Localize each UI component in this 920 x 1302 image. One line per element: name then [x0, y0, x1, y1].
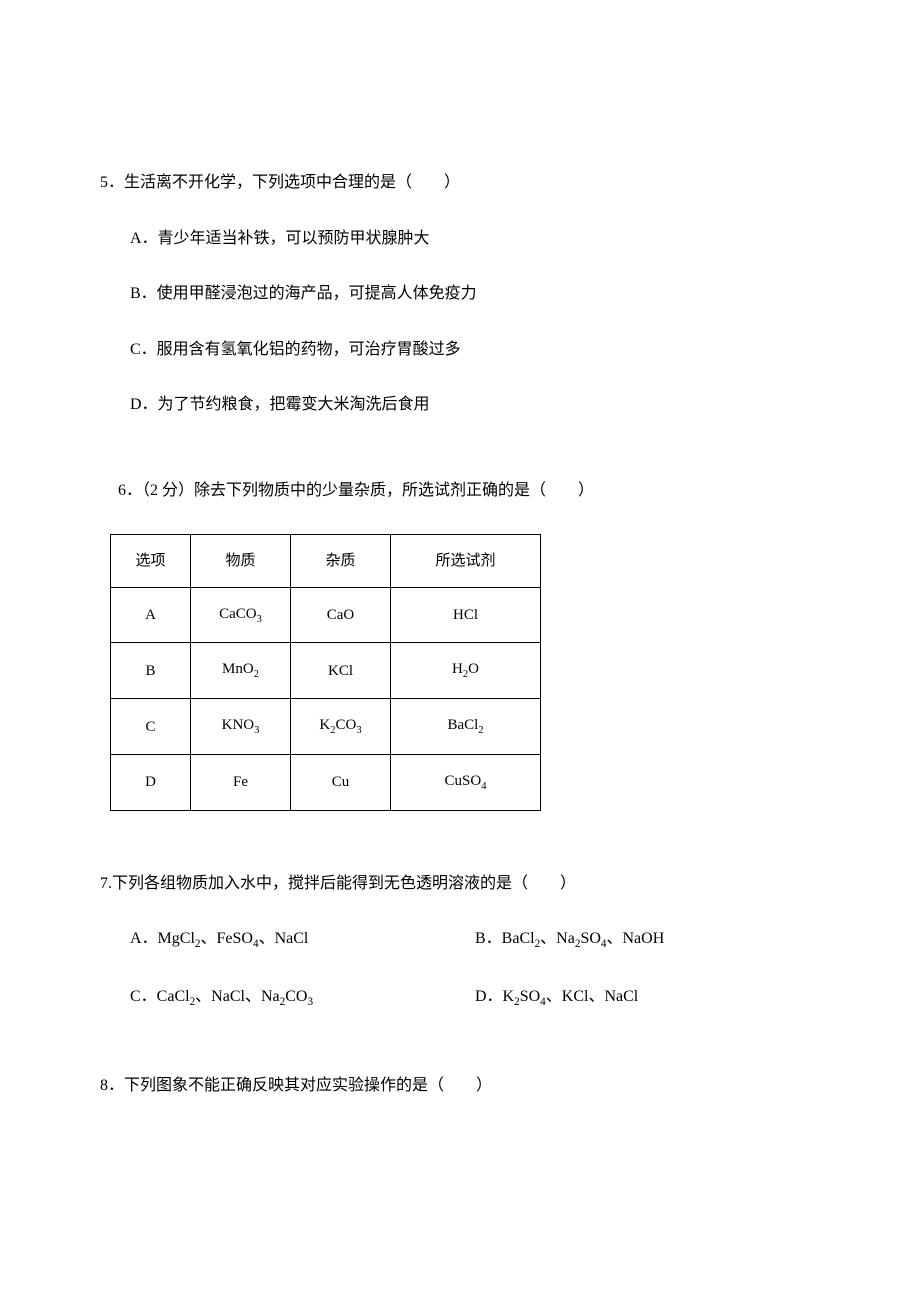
question-5-option-a: A．青少年适当补铁，可以预防甲状腺肿大	[130, 226, 820, 252]
table-cell-impurity: K2CO3	[291, 699, 391, 755]
question-5-stem: 5．生活离不开化学，下列选项中合理的是（ ）	[100, 170, 820, 196]
table-header-option: 选项	[111, 534, 191, 587]
question-7-option-d: D．K2SO4、KCl、NaCl	[475, 984, 820, 1012]
question-6-table: 选项 物质 杂质 所选试剂 A CaCO3 CaO HCl B MnO2 KCl…	[110, 534, 541, 811]
table-cell-reagent: CuSO4	[391, 754, 541, 810]
question-7-option-b: B．BaCl2、Na2SO4、NaOH	[475, 926, 820, 954]
question-5-option-b: B．使用甲醛浸泡过的海产品，可提高人体免疫力	[130, 281, 820, 307]
question-5: 5．生活离不开化学，下列选项中合理的是（ ） A．青少年适当补铁，可以预防甲状腺…	[100, 170, 820, 418]
question-7-option-c: C．CaCl2、NaCl、Na2CO3	[130, 984, 475, 1012]
table-cell-reagent: HCl	[391, 587, 541, 643]
question-7-stem: 7.下列各组物质加入水中，搅拌后能得到无色透明溶液的是（ ）	[100, 871, 820, 897]
table-row: C KNO3 K2CO3 BaCl2	[111, 699, 541, 755]
table-cell-option: C	[111, 699, 191, 755]
question-6: 6．（2 分）除去下列物质中的少量杂质，所选试剂正确的是（ ） 选项 物质 杂质…	[100, 478, 820, 811]
table-header-reagent: 所选试剂	[391, 534, 541, 587]
table-cell-reagent: BaCl2	[391, 699, 541, 755]
question-7: 7.下列各组物质加入水中，搅拌后能得到无色透明溶液的是（ ） A．MgCl2、F…	[100, 871, 820, 1013]
table-header-row: 选项 物质 杂质 所选试剂	[111, 534, 541, 587]
table-cell-impurity: CaO	[291, 587, 391, 643]
question-7-options-row-2: C．CaCl2、NaCl、Na2CO3 D．K2SO4、KCl、NaCl	[130, 984, 820, 1012]
table-row: B MnO2 KCl H2O	[111, 643, 541, 699]
table-cell-substance: KNO3	[191, 699, 291, 755]
table-cell-substance: Fe	[191, 754, 291, 810]
table-cell-impurity: Cu	[291, 754, 391, 810]
question-8: 8．下列图象不能正确反映其对应实验操作的是（ ）	[100, 1073, 820, 1099]
question-7-option-a: A．MgCl2、FeSO4、NaCl	[130, 926, 475, 954]
question-5-option-d: D．为了节约粮食，把霉变大米淘洗后食用	[130, 392, 820, 418]
table-header-impurity: 杂质	[291, 534, 391, 587]
question-5-option-c: C．服用含有氢氧化铝的药物，可治疗胃酸过多	[130, 337, 820, 363]
table-header-substance: 物质	[191, 534, 291, 587]
table-cell-impurity: KCl	[291, 643, 391, 699]
table-cell-substance: CaCO3	[191, 587, 291, 643]
table-row: A CaCO3 CaO HCl	[111, 587, 541, 643]
table-row: D Fe Cu CuSO4	[111, 754, 541, 810]
question-6-stem: 6．（2 分）除去下列物质中的少量杂质，所选试剂正确的是（ ）	[118, 478, 820, 504]
question-8-stem: 8．下列图象不能正确反映其对应实验操作的是（ ）	[100, 1073, 820, 1099]
table-cell-reagent: H2O	[391, 643, 541, 699]
question-7-options-row-1: A．MgCl2、FeSO4、NaCl B．BaCl2、Na2SO4、NaOH	[130, 926, 820, 954]
table-cell-option: D	[111, 754, 191, 810]
table-cell-option: B	[111, 643, 191, 699]
table-cell-substance: MnO2	[191, 643, 291, 699]
table-cell-option: A	[111, 587, 191, 643]
